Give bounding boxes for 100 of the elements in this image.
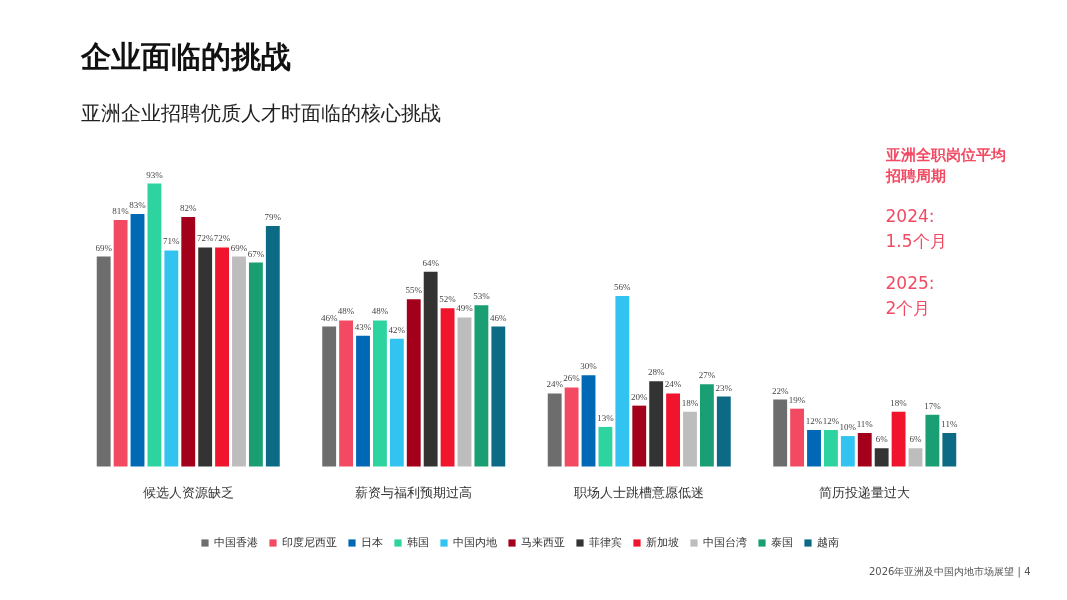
legend-label: 越南 [817,535,839,550]
data-label: 46% [320,312,338,323]
legend-label: 中国内地 [453,535,497,550]
bar [649,381,664,467]
annotation: 2024: [885,205,935,226]
data-label: 82% [180,202,197,213]
data-label: 10% [839,422,857,433]
x-tick-label: 职场人士跳槽意愿低迷 [574,484,705,500]
data-label: 28% [647,367,665,378]
data-label: 6% [875,434,889,445]
bar [130,213,145,467]
bar [891,411,906,467]
bar [564,387,579,467]
bar [440,308,455,467]
data-label: 11% [941,419,958,430]
data-label: 42% [388,324,406,335]
bar [908,448,923,467]
bar [356,335,370,467]
data-label: 12% [805,415,823,426]
bar [457,317,472,467]
bar [474,305,489,467]
bar [547,393,562,467]
data-label: 83% [129,199,147,210]
legend-label: 中国台湾 [703,535,747,550]
bar [942,433,957,467]
legend-label: 泰国 [771,535,793,550]
data-label: 93% [146,169,164,180]
x-tick-label: 薪资与福利预期过高 [355,484,473,500]
data-label: 48% [337,306,355,317]
data-label: 72% [196,233,214,244]
data-label: 27% [698,370,716,381]
data-label: 49% [456,303,474,314]
bar [773,399,788,467]
legend-label: 新加坡 [646,535,679,550]
data-label: 46% [490,312,508,323]
bar [598,426,613,467]
legend-label: 中国香港 [214,535,258,550]
data-label: 52% [439,294,457,305]
bar [699,384,714,467]
data-label: 22% [771,385,789,396]
bar [265,226,280,467]
bar [857,433,872,467]
bar [790,408,805,467]
data-label: 43% [354,321,372,332]
bar [683,411,697,467]
bar [248,262,263,467]
bar [632,405,647,467]
data-label: 20% [631,391,648,402]
bar [215,247,230,467]
data-label: 69% [95,242,113,253]
chart-title: 企业面临的挑战 [79,38,291,74]
data-label: 48% [371,306,389,317]
data-label: 71% [163,236,181,247]
data-label: 53% [473,291,491,302]
bar [823,429,838,467]
data-label: 24% [546,379,564,390]
x-tick-label: 简历投递量过大 [819,484,911,500]
text: 2026年亚洲及中国内地市场展望 | 4 [868,565,1031,578]
data-label: 30% [580,361,598,372]
bar [807,429,821,467]
legend-label: 印度尼西亚 [282,535,337,550]
legend-label: 韩国 [407,535,429,550]
bar [615,296,630,467]
data-label: 64% [422,257,440,268]
legend-label: 菲律宾 [589,535,622,550]
bar [96,256,111,467]
data-label: 55% [405,285,423,296]
data-label: 12% [822,415,840,426]
bar [322,326,337,467]
bar [406,299,421,467]
data-label: 67% [247,248,265,259]
bar [925,414,940,467]
data-label: 19% [788,394,806,405]
bar [716,396,731,467]
data-label: 56% [614,282,632,293]
bar [181,216,196,467]
bar [491,326,506,467]
annotation: 2025: [885,272,935,293]
annotation: 亚洲全职岗位平均招聘周期 [884,145,1006,186]
data-label: 11% [856,419,874,430]
bar [198,247,213,467]
bar [581,375,596,467]
data-label: 26% [563,373,581,384]
annotation: 2个月 [885,297,931,318]
bar [423,271,438,467]
data-label: 18% [681,397,699,408]
bar [874,448,889,467]
data-label: 72% [213,233,231,244]
annotation: 1.5个月 [885,230,947,251]
data-label: 6% [909,434,922,445]
data-label: 18% [890,397,908,408]
data-label: 24% [664,379,682,390]
bar [113,220,128,467]
bar [164,250,179,467]
data-label: 81% [112,206,130,217]
bar [232,256,246,467]
bar [666,393,681,467]
legend-label: 日本 [361,535,383,550]
data-label: 13% [597,412,615,423]
bar [339,320,354,467]
